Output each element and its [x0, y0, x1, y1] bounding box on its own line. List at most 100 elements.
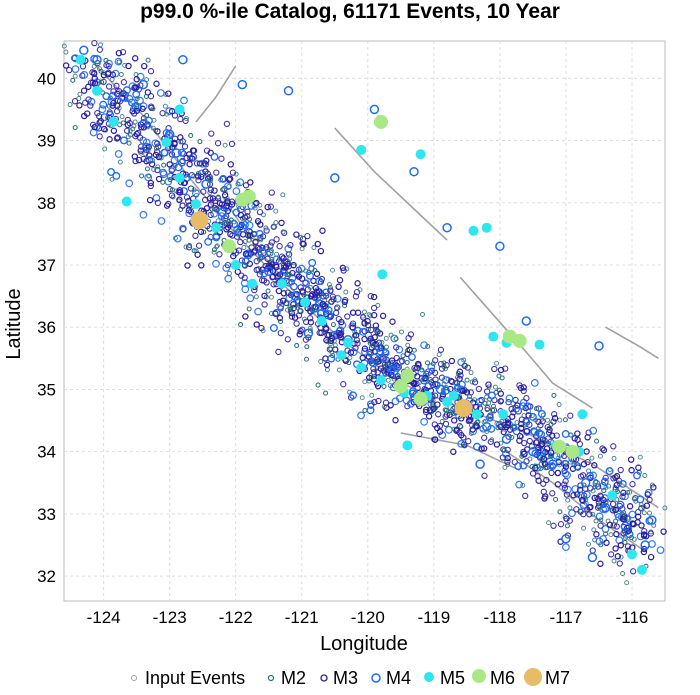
background-event — [468, 370, 474, 376]
background-event — [134, 96, 140, 102]
background-event — [510, 409, 517, 416]
event-m4 — [138, 79, 149, 90]
background-event — [383, 335, 389, 341]
background-event — [641, 510, 647, 516]
background-event — [469, 426, 476, 433]
background-event — [545, 417, 550, 423]
background-event — [177, 115, 184, 123]
background-event — [425, 413, 433, 420]
background-event — [79, 72, 86, 79]
background-event — [514, 406, 523, 415]
event-m4 — [118, 92, 129, 102]
background-event — [619, 493, 626, 500]
background-event — [109, 176, 115, 182]
background-event — [372, 322, 380, 329]
background-event — [179, 202, 186, 209]
background-event — [330, 353, 336, 359]
background-event — [327, 285, 333, 290]
background-event — [656, 546, 665, 554]
event-m7 — [190, 211, 209, 230]
background-event — [621, 492, 629, 501]
background-event — [606, 521, 614, 528]
event-m5 — [247, 278, 258, 289]
background-event — [593, 479, 599, 485]
event-m4 — [481, 422, 492, 432]
event-m5 — [161, 137, 172, 148]
background-event — [221, 191, 229, 199]
background-event — [439, 393, 446, 400]
background-event — [504, 454, 511, 462]
background-event — [617, 466, 624, 474]
background-event — [227, 161, 234, 168]
background-event — [241, 274, 248, 281]
background-event — [361, 345, 369, 352]
background-event — [260, 277, 268, 284]
legend-label-m3: M3 — [333, 668, 358, 688]
background-event — [189, 155, 196, 162]
background-event — [352, 332, 360, 339]
background-event — [193, 192, 199, 198]
background-event — [647, 510, 652, 516]
background-event — [230, 220, 238, 228]
background-event — [112, 171, 121, 180]
background-event — [67, 102, 73, 108]
background-event — [555, 455, 561, 461]
background-event — [327, 313, 334, 321]
background-event — [368, 313, 373, 319]
event-m4 — [171, 148, 182, 158]
event-m5 — [607, 490, 618, 501]
background-event — [463, 389, 471, 396]
background-event — [519, 461, 528, 470]
background-event — [297, 268, 303, 274]
background-event — [284, 336, 291, 343]
background-event — [304, 344, 310, 350]
background-event — [362, 379, 368, 385]
background-event — [624, 580, 630, 586]
background-event — [168, 192, 176, 199]
background-event — [598, 542, 604, 548]
background-event — [367, 340, 373, 346]
background-event — [484, 407, 490, 413]
background-event — [564, 485, 572, 494]
background-event — [183, 116, 189, 122]
background-event — [223, 182, 232, 191]
event-m6 — [374, 114, 388, 129]
background-event — [185, 197, 192, 205]
background-event — [599, 445, 606, 452]
background-event — [185, 209, 194, 218]
event-m5 — [356, 144, 367, 155]
background-event — [414, 364, 421, 372]
background-event — [216, 200, 223, 207]
background-event — [230, 253, 237, 260]
background-event — [85, 96, 92, 103]
background-event — [392, 364, 401, 372]
background-event — [338, 318, 345, 326]
background-event — [449, 378, 456, 386]
background-event — [399, 329, 404, 335]
background-event — [288, 313, 296, 320]
background-event — [62, 62, 70, 69]
event-m5 — [534, 339, 545, 350]
event-m4 — [323, 310, 333, 320]
background-event — [323, 390, 329, 396]
legend-label-m4: M4 — [386, 668, 411, 688]
background-event — [593, 531, 600, 538]
background-event — [126, 140, 132, 146]
event-m4 — [330, 173, 340, 183]
event-m4 — [594, 341, 604, 351]
background-event — [131, 123, 137, 129]
background-event — [521, 450, 528, 457]
background-event — [586, 472, 594, 480]
background-event — [228, 140, 236, 148]
background-event — [276, 298, 284, 306]
background-event — [612, 474, 619, 481]
background-event — [208, 176, 214, 182]
background-event — [323, 361, 331, 369]
y-tick-label: 36 — [37, 318, 56, 337]
background-event — [103, 57, 109, 63]
background-event — [337, 333, 344, 341]
background-event — [153, 80, 160, 87]
background-event — [535, 426, 541, 432]
background-event — [344, 347, 351, 354]
background-event — [241, 257, 250, 266]
